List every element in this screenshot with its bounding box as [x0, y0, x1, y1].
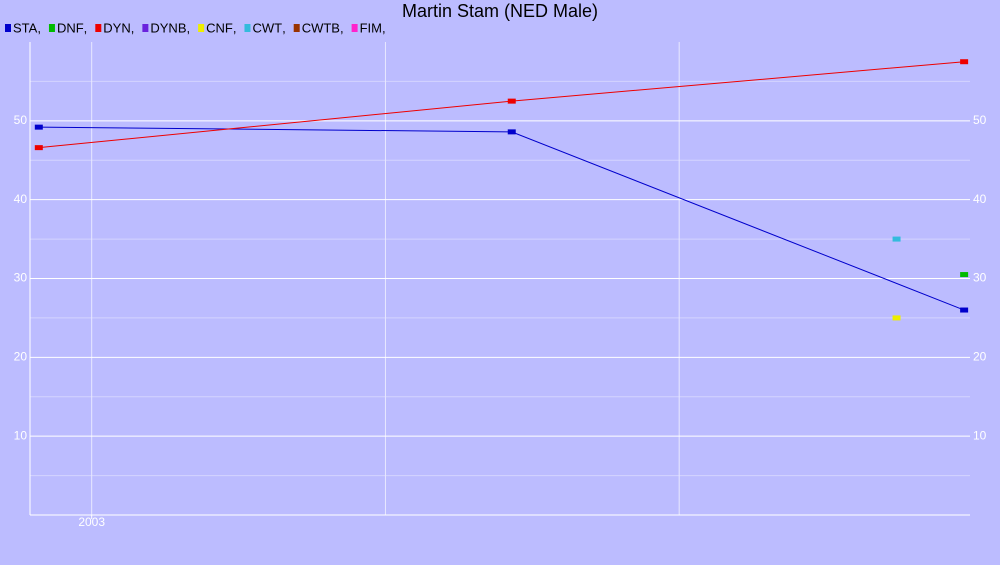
legend-separator: ,: [84, 20, 88, 35]
legend-label: STA: [13, 20, 38, 35]
legend-separator: ,: [282, 20, 286, 35]
data-point: [892, 315, 901, 321]
legend-swatch: [293, 24, 300, 32]
legend-separator: ,: [233, 20, 237, 35]
legend-separator: ,: [187, 20, 191, 35]
y-tick-label: 10: [14, 428, 28, 442]
legend-label: DYN: [103, 20, 130, 35]
y2-tick-label: 40: [973, 192, 987, 206]
legend-label: DYNB: [150, 20, 186, 35]
legend-swatch: [198, 24, 205, 32]
legend-swatch: [351, 24, 358, 32]
x-tick-label: 2003: [78, 515, 105, 529]
legend-separator: ,: [131, 20, 135, 35]
legend-swatch: [244, 24, 251, 32]
legend-swatch: [5, 24, 11, 32]
legend-separator: ,: [37, 20, 41, 35]
data-point: [960, 272, 969, 278]
legend-separator: ,: [382, 20, 386, 35]
legend-label: CWTB: [302, 20, 340, 35]
data-point: [960, 59, 969, 65]
legend-label: CWT: [252, 20, 282, 35]
data-point: [892, 236, 901, 242]
y2-tick-label: 30: [973, 271, 987, 285]
y2-tick-label: 20: [973, 350, 987, 364]
data-point: [960, 307, 969, 313]
chart-title: Martin Stam (NED Male): [402, 1, 598, 21]
data-point: [507, 129, 516, 135]
y-tick-label: 50: [14, 113, 28, 127]
legend-separator: ,: [340, 20, 344, 35]
legend-label: DNF: [57, 20, 84, 35]
y2-tick-label: 10: [973, 428, 987, 442]
legend-swatch: [142, 24, 149, 32]
y-tick-label: 30: [14, 271, 28, 285]
y-tick-label: 20: [14, 350, 28, 364]
data-point: [34, 145, 43, 151]
legend-label: FIM: [360, 20, 382, 35]
legend-swatch: [95, 24, 102, 32]
legend-label: CNF: [206, 20, 233, 35]
y2-tick-label: 50: [973, 113, 987, 127]
y-tick-label: 40: [14, 192, 28, 206]
legend-swatch: [48, 24, 55, 32]
data-point: [507, 98, 516, 104]
data-point: [34, 124, 43, 130]
